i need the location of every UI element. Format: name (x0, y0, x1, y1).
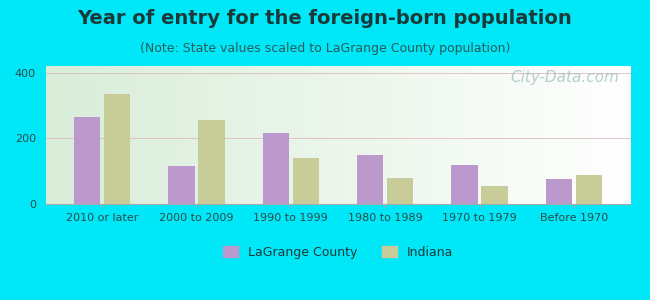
Bar (482, 186, 508, 204)
Text: (Note: State values scaled to LaGrange County population): (Note: State values scaled to LaGrange C… (140, 42, 510, 55)
Bar (104, 94, 131, 204)
Legend: LaGrange County, Indiana: LaGrange County, Indiana (218, 241, 458, 264)
Bar (292, 158, 319, 204)
Bar (451, 165, 478, 204)
Bar (74, 117, 100, 204)
Text: Year of entry for the foreign-born population: Year of entry for the foreign-born popul… (77, 9, 573, 28)
Text: City-Data.com: City-Data.com (510, 70, 619, 85)
Bar (168, 166, 194, 204)
Bar (387, 178, 413, 204)
Bar (576, 175, 602, 204)
Bar (357, 155, 384, 204)
Bar (198, 120, 225, 204)
Bar (545, 179, 572, 204)
Bar (263, 134, 289, 204)
